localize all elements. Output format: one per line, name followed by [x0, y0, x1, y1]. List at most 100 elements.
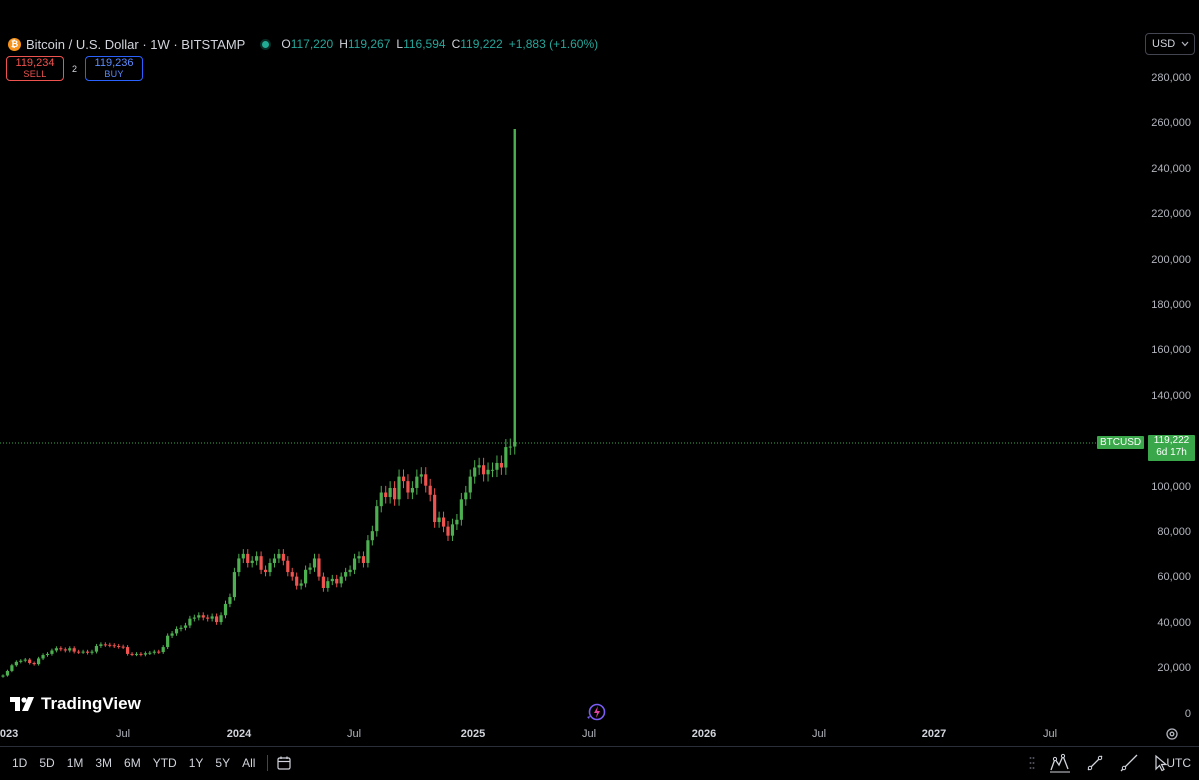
candle-body [499, 462, 503, 468]
candle-body [295, 576, 299, 586]
price-axis-tick: 60,000 [1157, 571, 1191, 584]
price-axis-tick: 80,000 [1157, 526, 1191, 538]
open-value: 117,220 [290, 37, 334, 51]
candle-body [384, 492, 388, 498]
ohlc-values: O117,220 H119,267 L116,594 C119,222 +1,8… [281, 37, 598, 51]
candle-body [99, 644, 103, 646]
candle-body [228, 597, 232, 604]
candle-body [486, 469, 490, 475]
candle-body [59, 648, 63, 650]
candle-body [121, 646, 125, 648]
candle-body [513, 441, 517, 447]
time-axis-label: 2024 [226, 728, 252, 740]
gear-icon[interactable] [1165, 727, 1179, 741]
candle-body [72, 648, 76, 652]
symbol-title[interactable]: Bitcoin / U.S. Dollar · 1W · BITSTAMP [26, 36, 246, 52]
symbol-legend[interactable]: ₿ Bitcoin / U.S. Dollar · 1W · BITSTAMP … [8, 34, 598, 54]
candle-body [259, 556, 263, 570]
candle-body [272, 558, 277, 563]
candle-body [170, 633, 174, 636]
high-value: 119,267 [347, 37, 391, 51]
time-axis-label: 2025 [460, 728, 486, 740]
price-axis-tick: 260,000 [1151, 117, 1191, 130]
candle-body [139, 653, 143, 655]
candle-body [108, 644, 112, 646]
spread-value: 2 [72, 63, 78, 74]
time-axis-label: Jul [581, 728, 597, 740]
candle-body [370, 531, 374, 541]
range-button-5y[interactable]: 5Y [215, 755, 231, 770]
price-axis-tick: 40,000 [1157, 616, 1191, 629]
range-button-1m[interactable]: 1M [66, 755, 84, 770]
price-axis-tick: 200,000 [1151, 253, 1191, 266]
candle-body [366, 540, 370, 563]
last-price-tag: 119,222 6d 17h [1148, 435, 1195, 461]
trend-line-tool-icon[interactable] [1085, 753, 1105, 773]
candle-body [23, 659, 27, 661]
candle-body [321, 576, 325, 588]
range-button-all[interactable]: All [242, 755, 256, 770]
buy-button[interactable]: 119,236 BUY [85, 56, 144, 81]
candle-body [304, 569, 308, 584]
range-button-1y[interactable]: 1Y [188, 755, 204, 770]
candle-body [197, 615, 201, 618]
candle-body [348, 569, 352, 573]
candle-body [379, 492, 383, 507]
range-button-6m[interactable]: 6M [124, 755, 141, 770]
ray-tool-icon[interactable] [1119, 753, 1139, 773]
candle-body [437, 517, 441, 523]
price-axis-tick: 100,000 [1151, 480, 1191, 493]
candle-body [482, 465, 486, 475]
time-axis-label: Jul [346, 728, 362, 740]
candle-body [490, 469, 495, 471]
lightning-scroll-icon[interactable] [585, 702, 607, 722]
candle-body [344, 572, 348, 577]
candle-body [41, 655, 45, 659]
low-value: 116,594 [403, 37, 446, 51]
candle-body [335, 578, 339, 584]
candle-body [317, 558, 321, 577]
candle-body [455, 519, 459, 525]
sell-label: SELL [23, 68, 47, 79]
close-value: 119,222 [460, 37, 503, 51]
buy-price: 119,236 [94, 56, 134, 69]
candle-body [50, 650, 54, 654]
range-button-5d[interactable]: 5D [39, 755, 55, 770]
candle-body [415, 476, 419, 488]
candle-body [237, 558, 241, 573]
drag-handle-icon[interactable] [1029, 756, 1035, 770]
range-button-1d[interactable]: 1D [12, 755, 28, 770]
candle-body [446, 526, 450, 536]
calendar-goto-icon[interactable] [276, 755, 292, 771]
candle-body [473, 467, 477, 477]
candle-body [90, 651, 94, 653]
candle-body [223, 603, 228, 616]
buy-label: BUY [104, 68, 124, 79]
candle-body [424, 474, 428, 486]
candle-body [10, 665, 14, 671]
candle-body [28, 659, 32, 663]
candle-body [441, 517, 446, 527]
watermark-text: TradingView [41, 694, 141, 713]
range-button-3m[interactable]: 3M [95, 755, 113, 770]
pattern-tool-icon[interactable] [1049, 753, 1071, 773]
candle-body [246, 553, 250, 563]
candle-body [134, 653, 139, 655]
candle-body [19, 660, 23, 662]
timezone-label[interactable]: UTC [1166, 755, 1191, 770]
candle-body [183, 625, 188, 628]
candle-body [299, 583, 303, 586]
range-button-ytd[interactable]: YTD [152, 755, 177, 770]
candle-body [152, 651, 156, 653]
tradingview-watermark[interactable]: TradingView [10, 694, 141, 714]
symbol-price-tag: BTCUSD [1097, 436, 1145, 449]
candle-body [5, 670, 10, 676]
high-label: H [339, 37, 348, 51]
currency-select[interactable]: USD [1145, 33, 1195, 55]
sell-button[interactable]: 119,234 SELL [6, 56, 64, 81]
cursor-icon[interactable] [1153, 754, 1169, 772]
low-label: L [396, 37, 404, 51]
bottom-toolbar: 1D 5D 1M 3M 6M YTD 1Y 5Y All UTC [0, 746, 1199, 778]
market-status-dot[interactable] [262, 40, 270, 48]
price-chart[interactable] [0, 0, 1140, 720]
